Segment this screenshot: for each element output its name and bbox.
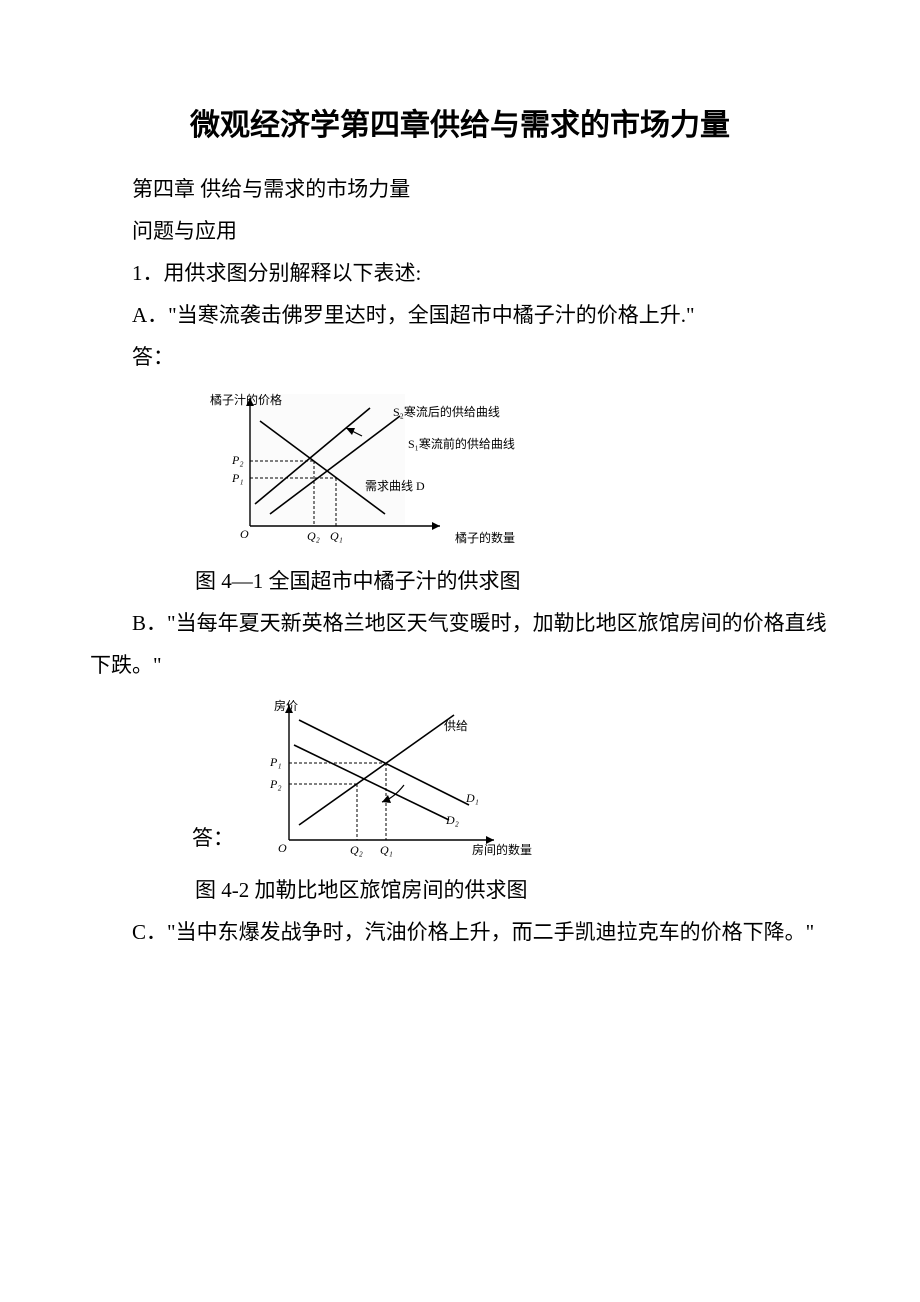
supply-demand-chart-1: 橘子汁的价格 橘子的数量 O P₂ P₁ Q₂ Q₁ S₂寒流后的供给曲线 S₁… [210,386,570,556]
chart1-q2-label: Q₂ [307,529,320,543]
answer-label-1b: 答： [150,817,234,865]
chapter-subtitle: 第四章 供给与需求的市场力量 [90,168,830,210]
document-title: 微观经济学第四章供给与需求的市场力量 [90,100,830,144]
chart2-d2-label: D₂ [445,813,459,827]
supply-demand-chart-2: 房价 房间的数量 O P₁ P₂ Q₂ Q₁ 供给 D₁ D₂ [244,690,554,865]
chart1-p2-label: P₂ [231,453,244,467]
chart1-y-axis-label: 橘子汁的价格 [210,392,282,407]
question-1b: B．"当每年夏天新英格兰地区天气变暖时，加勒比地区旅馆房间的价格直线下跌。" [90,602,830,686]
question-1c: C．"当中东爆发战争时，汽油价格上升，而二手凯迪拉克车的价格下降。" [90,911,830,953]
chart2-q1-label: Q₁ [380,843,393,857]
question-1: 1．用供求图分别解释以下表述: [90,252,830,294]
chart1-s1-label: S₁寒流前的供给曲线 [408,436,515,451]
figure-4-2-caption: 图 4-2 加勒比地区旅馆房间的供求图 [90,869,830,911]
figure-4-1: 橘子汁的价格 橘子的数量 O P₂ P₁ Q₂ Q₁ S₂寒流后的供给曲线 S₁… [210,386,830,556]
document-page: 微观经济学第四章供给与需求的市场力量 第四章 供给与需求的市场力量 问题与应用 … [0,0,920,1013]
chart1-d-label: 需求曲线 D [365,479,425,493]
section-heading: 问题与应用 [90,210,830,252]
chart1-s2-label: S₂寒流后的供给曲线 [393,404,500,419]
chart2-p1-label: P₁ [269,755,282,769]
answer-label-1a: 答： [90,336,830,378]
chart2-q2-label: Q₂ [350,843,363,857]
chart2-p2-label: P₂ [269,777,282,791]
chart2-x-axis-label: 房间的数量 [472,842,532,857]
chart2-d1-label: D₁ [465,791,479,805]
chart1-origin: O [240,527,249,541]
chart1-p1-label: P₁ [231,471,244,485]
question-1a: A．"当寒流袭击佛罗里达时，全国超市中橘子汁的价格上升." [90,294,830,336]
chart2-y-axis-label: 房价 [274,698,298,713]
figure-4-1-caption: 图 4—1 全国超市中橘子汁的供求图 [90,560,830,602]
chart1-x-axis-label: 橘子的数量 [455,530,515,545]
figure-4-2-row: 答： 房价 房间的数量 O P₁ P [150,690,830,865]
chart2-supply-label: 供给 [444,719,468,733]
chart1-q1-label: Q₁ [330,529,343,543]
chart2-origin: O [278,841,287,855]
